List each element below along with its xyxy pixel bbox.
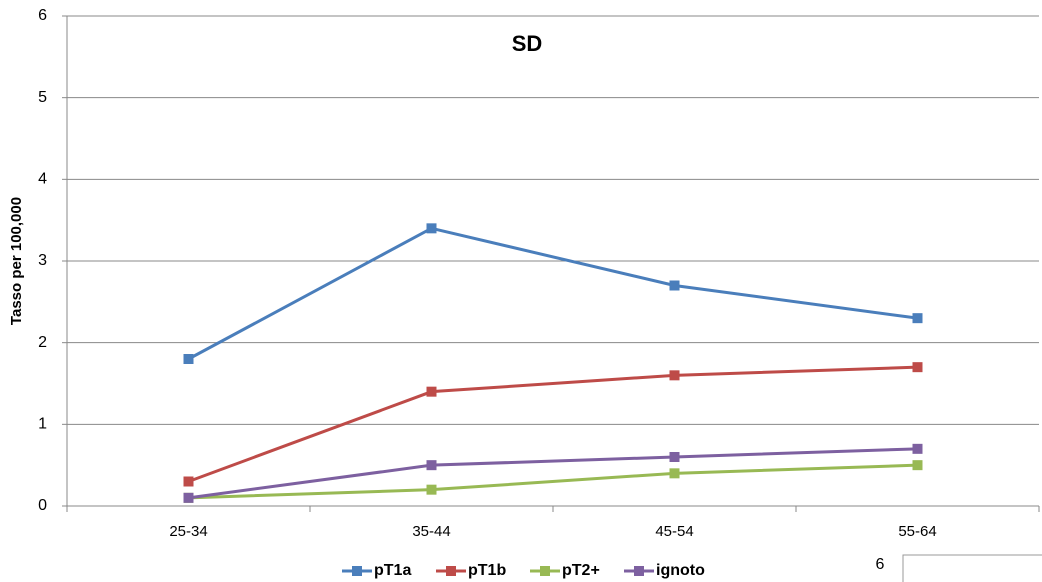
legend-label: pT2+ <box>562 562 600 579</box>
point-marker <box>912 362 923 373</box>
y-tick-label: 3 <box>38 252 47 269</box>
x-tick-label: 55-64 <box>898 523 936 540</box>
y-tick-label: 1 <box>38 416 47 433</box>
x-tick-label: 45-54 <box>655 523 693 540</box>
point-marker <box>183 476 194 487</box>
point-marker <box>669 370 680 381</box>
legend-label: ignoto <box>656 562 705 579</box>
y-tick-label: 2 <box>38 334 47 351</box>
series-line <box>187 226 918 361</box>
page-number: 6 <box>876 556 885 573</box>
series-line <box>188 463 918 500</box>
point-marker <box>669 280 680 291</box>
y-tick-label: 6 <box>38 7 47 24</box>
legend-marker <box>634 566 644 576</box>
legend-marker <box>446 566 456 576</box>
point-marker <box>912 443 923 454</box>
y-axis-label: Tasso per 100,000 <box>8 197 25 325</box>
legend-label: pT1a <box>374 562 411 579</box>
legend-label: pT1b <box>468 562 506 579</box>
point-marker <box>426 386 437 397</box>
point-marker <box>912 313 923 324</box>
point-marker <box>912 460 923 471</box>
point-marker <box>669 468 680 479</box>
page-corner <box>902 554 1042 582</box>
y-tick-label: 0 <box>38 497 47 514</box>
legend-marker <box>352 566 362 576</box>
legend-marker <box>540 566 550 576</box>
point-marker <box>183 492 194 503</box>
point-marker <box>426 484 437 495</box>
x-tick-label: 35-44 <box>412 523 450 540</box>
chart-title: SD <box>512 31 543 56</box>
series-line <box>187 365 918 483</box>
point-marker <box>426 223 437 234</box>
point-marker <box>183 354 194 364</box>
point-marker <box>669 452 680 462</box>
series-line <box>188 447 918 500</box>
point-marker <box>426 460 437 471</box>
y-tick-label: 5 <box>38 89 47 106</box>
y-tick-label: 4 <box>38 171 47 188</box>
x-tick-label: 25-34 <box>169 523 207 540</box>
